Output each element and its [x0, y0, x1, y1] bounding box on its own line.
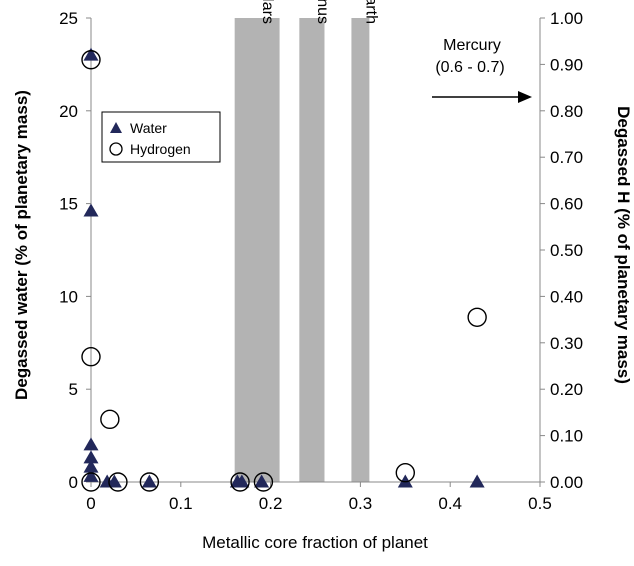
y-tick-label-right: 0.10: [550, 427, 583, 446]
mercury-arrow-head-icon: [518, 91, 532, 103]
band-earth: [351, 18, 370, 482]
y-tick-label-left: 25: [59, 9, 78, 28]
water-point: [141, 474, 157, 488]
x-tick-label: 0.5: [528, 494, 552, 513]
water-point: [83, 450, 99, 464]
hydrogen-point: [100, 409, 120, 430]
water-point: [234, 474, 250, 488]
x-tick-label: 0.4: [438, 494, 462, 513]
hydrogen-point: [230, 472, 250, 492]
band-label-venus: Venus: [314, 0, 331, 24]
x-tick-label: 0.3: [349, 494, 373, 513]
y-axis-title-right: Degassed H (% of planetary mass): [614, 106, 633, 384]
hydrogen-point: [108, 472, 128, 492]
band-label-mars: Mars: [259, 0, 276, 24]
water-point: [83, 459, 99, 473]
x-tick-label: 0.2: [259, 494, 283, 513]
y-axis-title-left: Degassed water (% of planetary mass): [12, 90, 31, 400]
y-tick-label-right: 0.50: [550, 241, 583, 260]
y-tick-label-right: 0.60: [550, 195, 583, 214]
water-point: [83, 47, 99, 61]
y-tick-label-left: 10: [59, 287, 78, 306]
water-point: [83, 437, 99, 451]
water-point: [83, 468, 99, 482]
y-tick-label-right: 0.30: [550, 334, 583, 353]
y-tick-label-left: 20: [59, 102, 78, 121]
hydrogen-point: [81, 50, 101, 70]
y-tick-label-right: 0.70: [550, 148, 583, 167]
mercury-annotation: Mercury (0.6 - 0.7): [432, 37, 532, 103]
y-tick-label-left: 15: [59, 195, 78, 214]
legend-hydrogen-label: Hydrogen: [130, 141, 191, 157]
band-mars: [234, 18, 280, 482]
mercury-label: Mercury: [443, 37, 501, 54]
y-tick-label-right: 0.20: [550, 380, 583, 399]
y-tick-label-left: 5: [69, 380, 78, 399]
y-tick-label-right: 1.00: [550, 9, 583, 28]
water-point: [397, 474, 413, 488]
water-point: [469, 474, 485, 488]
y-tick-label-right: 0.00: [550, 473, 583, 492]
highlight-bands: Mars Venus Earth: [234, 0, 379, 482]
x-tick-label: 0: [86, 494, 95, 513]
band-venus: [299, 18, 325, 482]
legend: Water Hydrogen: [101, 111, 221, 163]
hydrogen-point: [395, 463, 415, 483]
legend-water-label: Water: [130, 120, 167, 136]
band-label-earth: Earth: [362, 0, 379, 24]
y-tick-label-left: 0: [69, 473, 78, 492]
axes: 0 0.1 0.2 0.3 0.4 0.505101520250.000.100.200.…: [59, 9, 583, 513]
hydrogen-point: [467, 307, 487, 327]
x-axis-title: Metallic core fraction of planet: [202, 533, 428, 552]
y-tick-label-right: 0.40: [550, 287, 583, 306]
mercury-range-label: (0.6 - 0.7): [435, 59, 504, 76]
water-point: [254, 474, 270, 488]
water-point: [106, 474, 122, 488]
water-point: [83, 203, 99, 217]
legend-water-triangle-icon: [110, 122, 122, 133]
y-tick-label-right: 0.90: [550, 55, 583, 74]
x-tick-label: 0.1: [169, 494, 193, 513]
legend-box: [101, 111, 221, 163]
hydrogen-point: [81, 472, 101, 492]
data-points: [81, 47, 487, 492]
y-tick-label-right: 0.80: [550, 102, 583, 121]
hydrogen-point: [81, 347, 101, 367]
hydrogen-point: [139, 472, 160, 492]
hydrogen-point: [253, 472, 274, 492]
legend-hydrogen-circle-icon: [109, 142, 123, 156]
